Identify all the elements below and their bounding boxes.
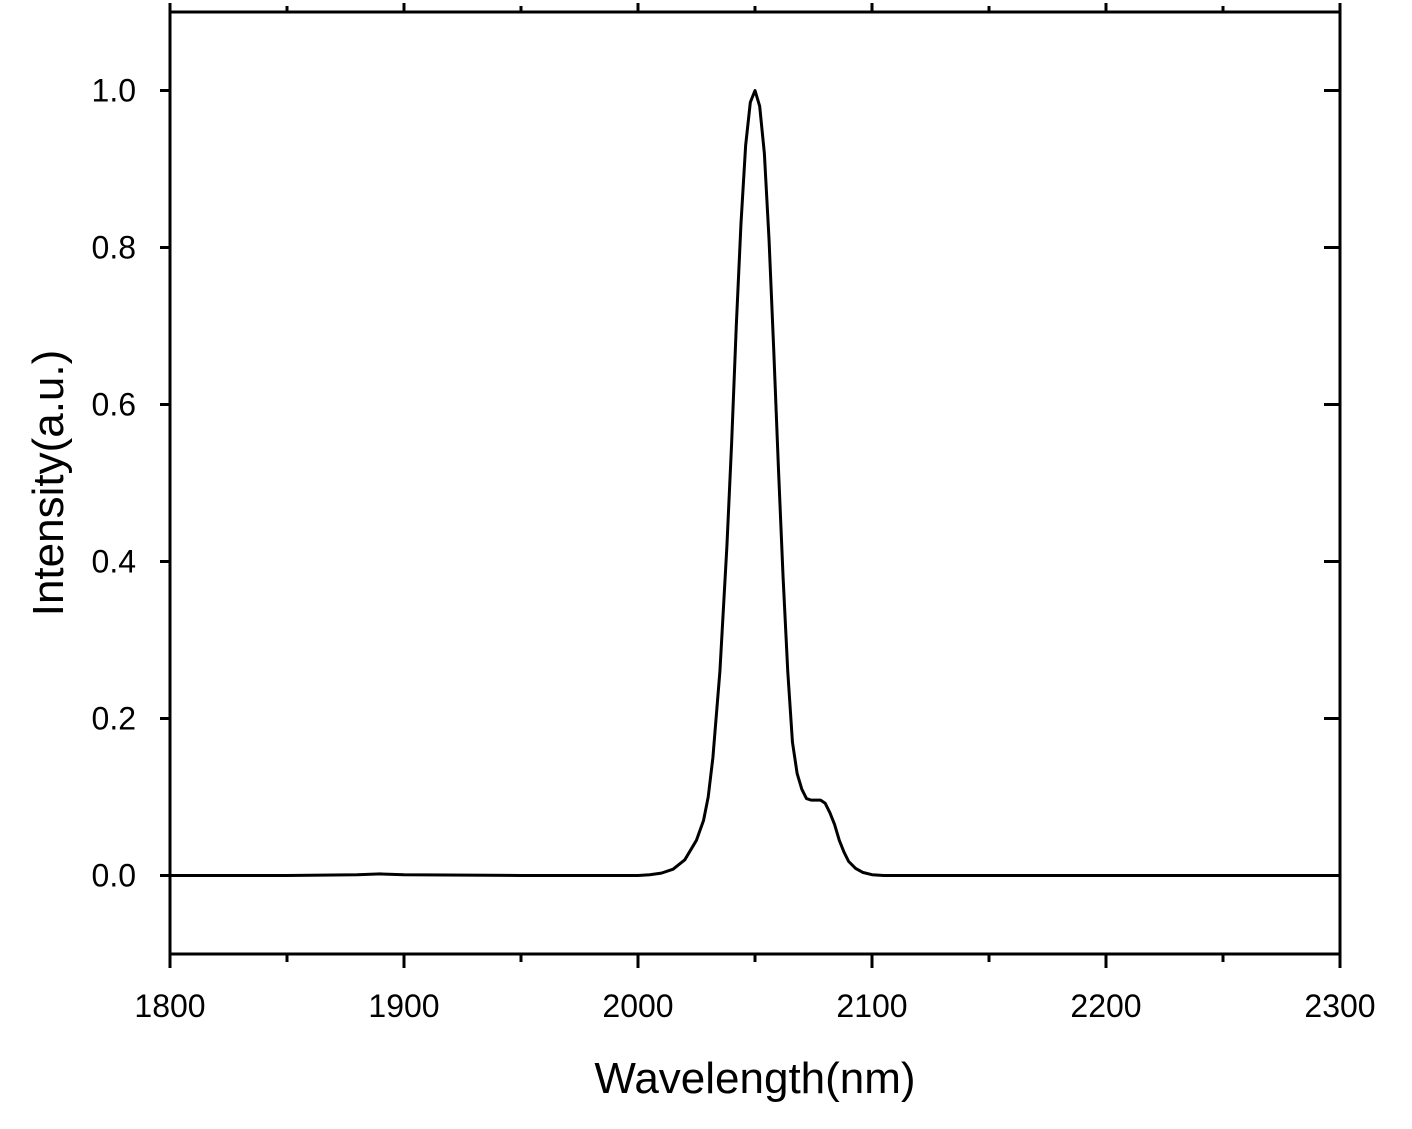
x-tick-label: 1800 xyxy=(134,988,205,1024)
plot-frame xyxy=(168,10,1342,956)
y-tick-label: 0.4 xyxy=(92,544,136,580)
x-tick-label: 2200 xyxy=(1070,988,1141,1024)
tick-labels: 1800 1900 2000 2100 2200 2300 0.0 0.2 0.4 0.6 0.8 1… xyxy=(92,73,1376,1025)
ticks-layer xyxy=(160,3,1342,968)
y-tick-label: 0.2 xyxy=(92,701,136,737)
x-tick-label: 2300 xyxy=(1304,988,1375,1024)
y-tick-label: 0.8 xyxy=(92,230,136,266)
y-tick-label: 0.0 xyxy=(92,858,136,894)
y-axis-title: Intensity(a.u.) xyxy=(24,350,73,617)
series-line-intensity xyxy=(170,89,1340,877)
x-axis-title: Wavelength(nm) xyxy=(594,1054,915,1103)
y-tick-label: 1.0 xyxy=(92,73,136,109)
x-tick-label: 2100 xyxy=(836,988,907,1024)
x-tick-label: 1900 xyxy=(368,988,439,1024)
y-tick-label: 0.6 xyxy=(92,387,136,423)
x-tick-label: 2000 xyxy=(602,988,673,1024)
